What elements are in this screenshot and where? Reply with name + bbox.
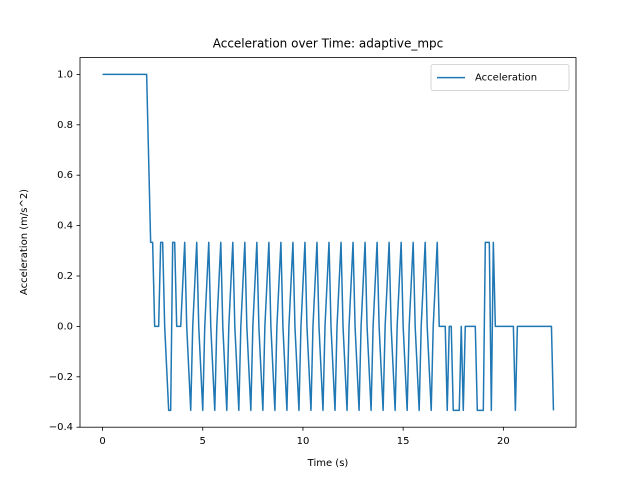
y-tick-label: 0.6 [57,170,73,181]
y-tick-label: −0.2 [49,372,73,383]
chart-title: Acceleration over Time: adaptive_mpc [213,37,444,51]
legend-label: Acceleration [475,73,537,84]
x-axis-label: Time (s) [307,458,349,469]
x-tick-label: 10 [297,436,310,447]
legend-box [430,64,570,91]
x-tick-label: 0 [99,436,105,447]
y-tick-label: 0.8 [57,120,73,131]
plot-frame [79,57,577,428]
x-tick-label: 20 [497,436,510,447]
y-tick-label: 0.2 [57,271,73,282]
data-line [102,73,555,412]
x-tick-label: 15 [397,436,410,447]
x-tick-label: 5 [200,436,206,447]
y-axis-label: Acceleration (m/s^2) [19,189,30,295]
y-tick-label: 0.4 [57,221,73,232]
y-tick-label: 1.0 [57,69,73,80]
y-tick-label: 0.0 [57,321,73,332]
y-tick-label: −0.4 [49,422,73,433]
